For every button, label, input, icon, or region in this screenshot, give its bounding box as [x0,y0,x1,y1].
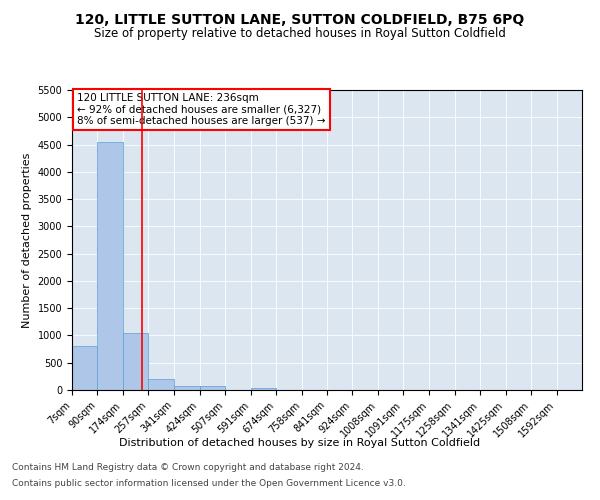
Bar [123,332,148,390]
Text: Distribution of detached houses by size in Royal Sutton Coldfield: Distribution of detached houses by size … [119,438,481,448]
Text: Size of property relative to detached houses in Royal Sutton Coldfield: Size of property relative to detached ho… [94,28,506,40]
Text: Contains public sector information licensed under the Open Government Licence v3: Contains public sector information licen… [12,478,406,488]
Bar [72,346,97,390]
Bar [199,386,225,390]
Text: Contains HM Land Registry data © Crown copyright and database right 2024.: Contains HM Land Registry data © Crown c… [12,464,364,472]
Text: 120 LITTLE SUTTON LANE: 236sqm
← 92% of detached houses are smaller (6,327)
8% o: 120 LITTLE SUTTON LANE: 236sqm ← 92% of … [77,93,326,126]
Bar [148,379,174,390]
Text: 120, LITTLE SUTTON LANE, SUTTON COLDFIELD, B75 6PQ: 120, LITTLE SUTTON LANE, SUTTON COLDFIEL… [76,12,524,26]
Y-axis label: Number of detached properties: Number of detached properties [22,152,32,328]
Bar [97,142,123,390]
Bar [251,388,276,390]
Bar [174,386,199,390]
